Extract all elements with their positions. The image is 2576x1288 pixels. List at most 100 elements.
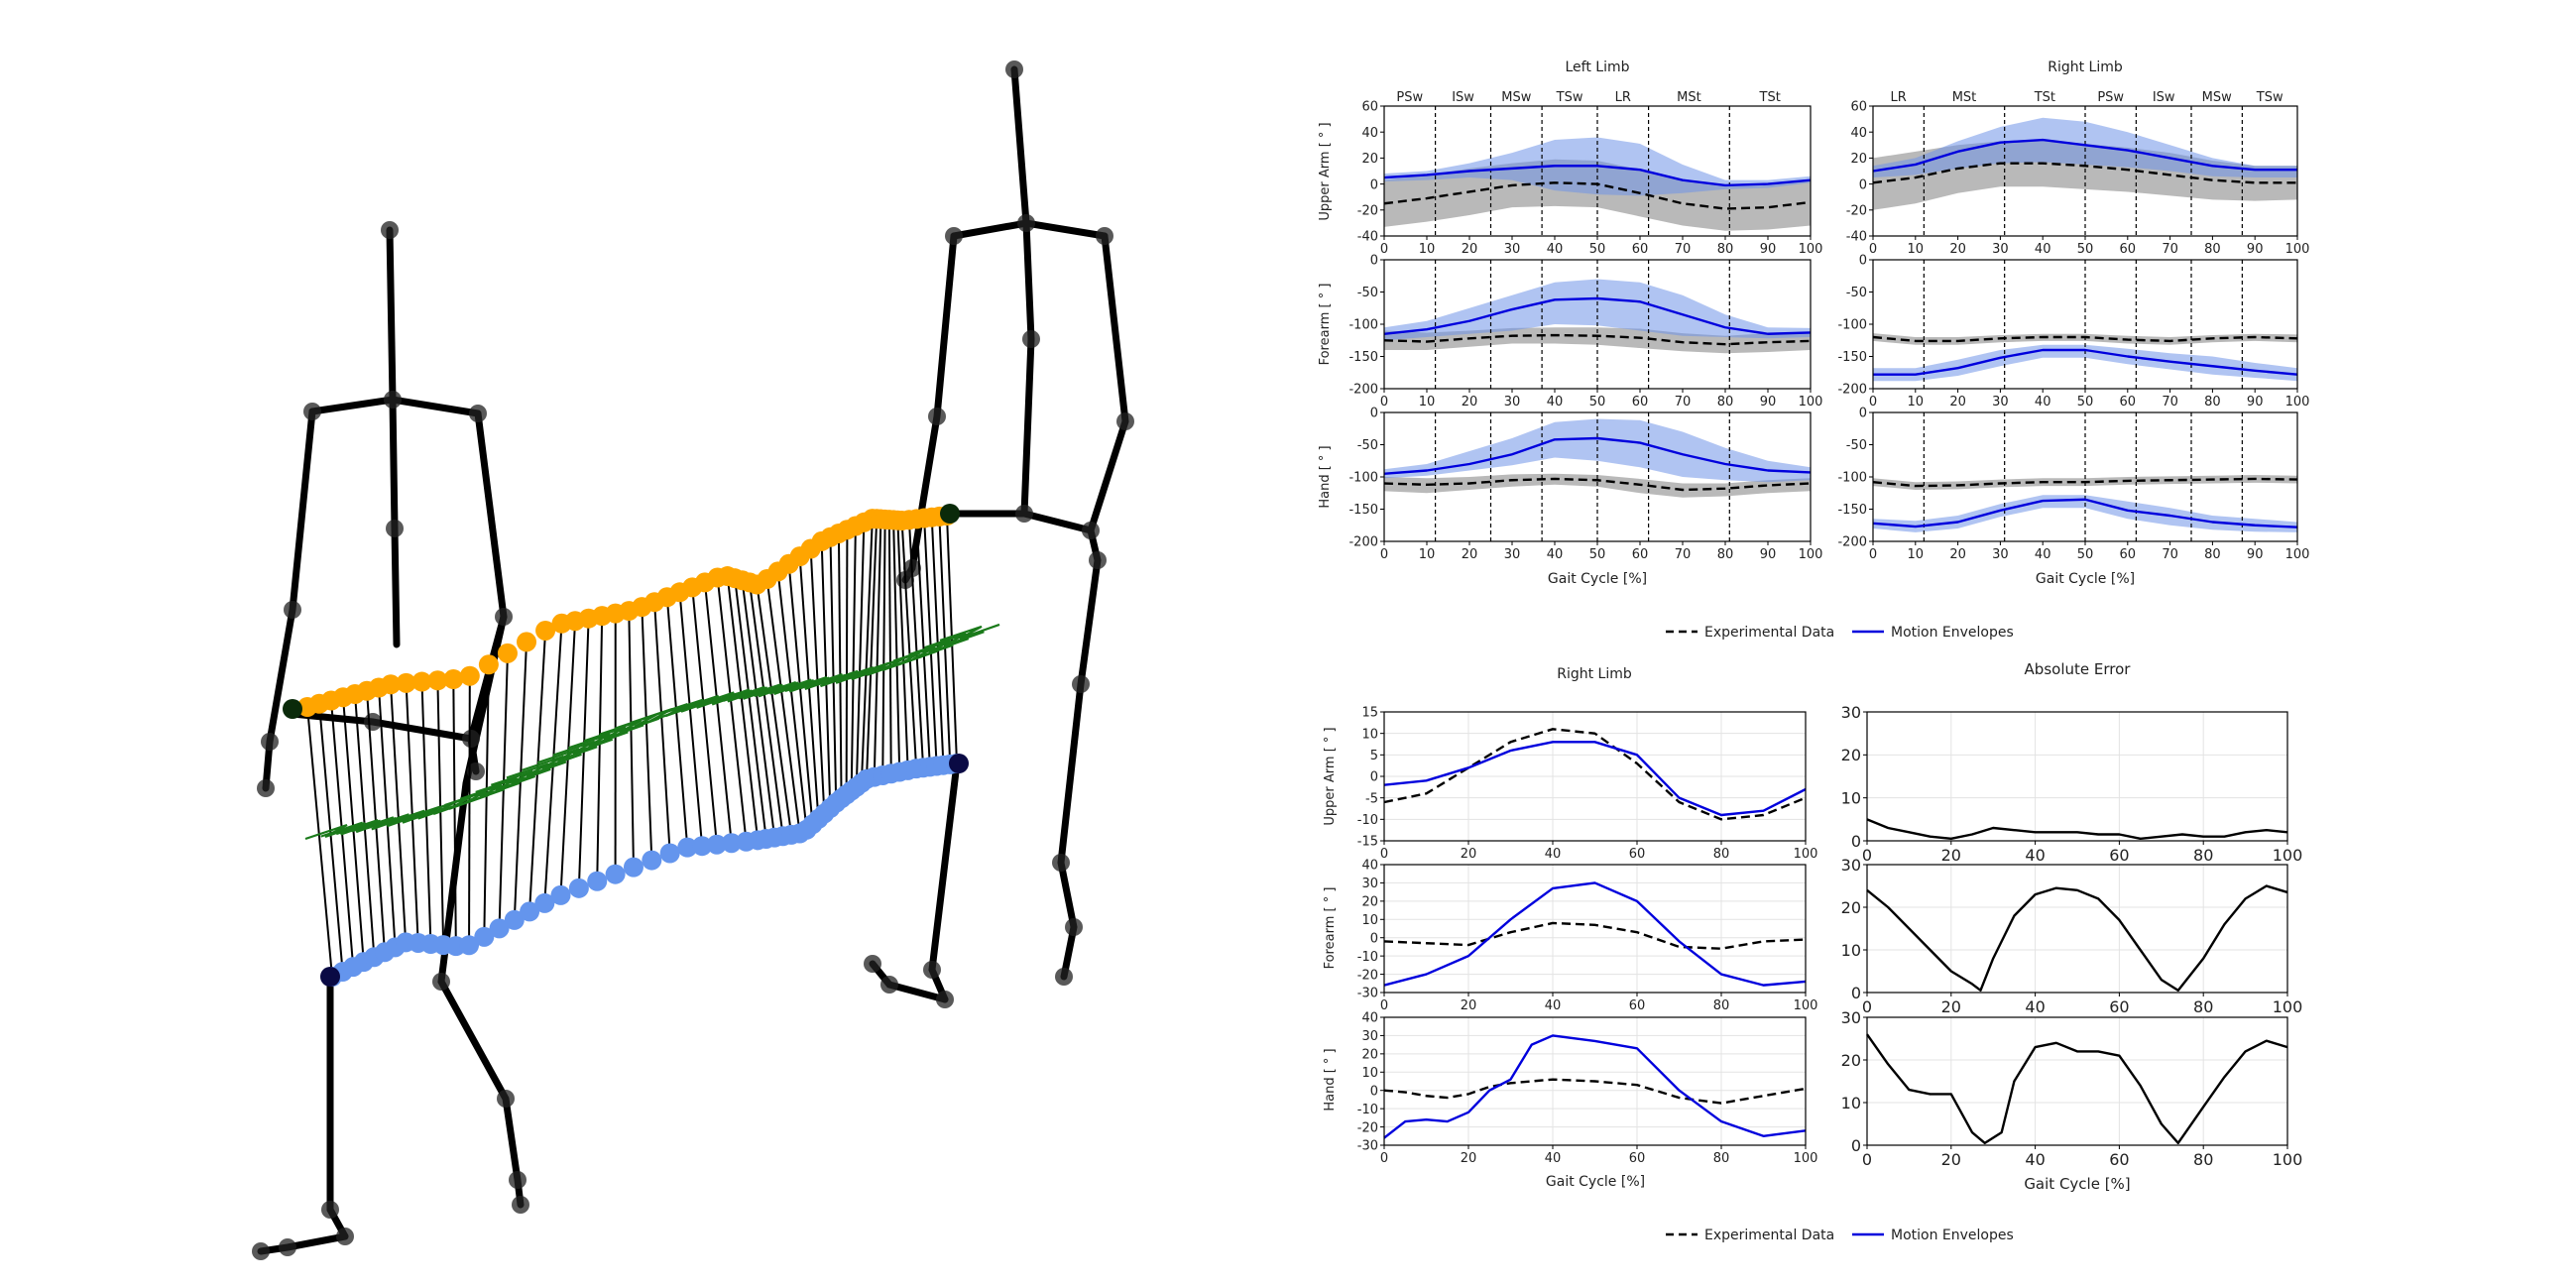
connector-line (405, 682, 419, 944)
x-tick-label: 70 (1675, 547, 1692, 562)
top-gait-panel: Left Limb Right Limb 0 10 20 30 40 50 60 70 80 90… (1318, 59, 2309, 641)
x-tick-label: 70 (2162, 395, 2178, 410)
x-tick-label: 0 (1380, 395, 1388, 410)
lower-marker (623, 857, 644, 878)
surface-segment (506, 761, 567, 779)
connector-line (741, 580, 776, 838)
error-plot-row2: 0 20 40 60 80 100 0 10 20 30 (1841, 1008, 2303, 1169)
envelope-line (1383, 1034, 1807, 1139)
skeleton-joint (864, 955, 881, 973)
legend-experimental-label: Experimental Data (1704, 625, 1834, 641)
connector-line (865, 519, 878, 779)
experimental-line (1383, 921, 1807, 950)
x-tick-label: 60 (1632, 547, 1649, 562)
y-tick-label: -20 (1357, 1120, 1378, 1135)
error-plot-row0: 0 20 40 60 80 100 0 10 20 30 (1841, 703, 2303, 865)
y-tick-label: -100 (1837, 471, 1867, 486)
connector-line (900, 520, 918, 769)
x-tick-label: 20 (1462, 242, 1478, 257)
skeleton-joint (936, 991, 954, 1008)
y-tick-label: 0 (1851, 832, 1861, 851)
x-tick-label: 80 (1717, 547, 1734, 562)
connector-line (829, 536, 838, 803)
bottom-left-plot-row1: 0 20 40 60 80 100 -30 -20 -10 0 10 20 30 40 (1357, 859, 1818, 1013)
envelope-line (1383, 436, 1812, 475)
skeleton-joint (386, 520, 404, 537)
y-tick-label: 10 (1361, 1066, 1378, 1081)
top-plot-left-row1: 0 10 20 30 40 50 60 70 80 90 100 -200 -150 -100 -50 0 (1348, 254, 1822, 410)
error-line (1866, 884, 2288, 993)
connector-line (765, 578, 801, 834)
y-tick-label: 0 (1370, 931, 1378, 946)
y-tick-label: 0 (1370, 177, 1378, 192)
x-tick-label: 100 (1794, 847, 1818, 862)
upper-marker (396, 672, 416, 693)
x-tick-label: 50 (1589, 547, 1606, 562)
top-plot-right-row2: 0 10 20 30 40 50 60 70 80 90 100 -200 -150 -100 -50 0 (1837, 407, 2309, 562)
connector-line (873, 519, 882, 777)
connector-line (653, 602, 671, 854)
x-tick-label: 60 (2120, 242, 2137, 257)
surface-segment (552, 738, 614, 757)
top-left-title: Left Limb (1565, 59, 1629, 75)
phase-label: TSw (1556, 90, 1583, 105)
connector-line (665, 597, 689, 848)
skeleton-joint (512, 1196, 529, 1214)
x-tick-label: 0 (1869, 547, 1877, 562)
envelope-line (1873, 348, 2298, 376)
x-tick-label: 40 (1547, 547, 1564, 562)
top-plot-left-row0: 0 10 20 30 40 50 60 70 80 90 100 -40 -20 0 20 40 60 PSw IS… (1357, 90, 1823, 257)
envelope-line (1383, 881, 1807, 987)
right-upper-endpoint (940, 504, 960, 524)
left-skeleton-figure (257, 226, 525, 1255)
y-tick-label: 0 (1370, 1084, 1378, 1099)
connector-line (892, 520, 901, 772)
x-tick-label: 20 (1941, 1150, 1961, 1169)
lower-marker (459, 935, 480, 956)
lower-marker (568, 878, 589, 898)
x-tick-label: 90 (2247, 547, 2264, 562)
y-tick-label: 20 (1361, 895, 1378, 910)
phase-label: TSw (2256, 90, 2283, 105)
bottom-hand-ylabel: Hand [ ° ] (1323, 1048, 1338, 1111)
lower-marker (659, 843, 680, 864)
upper-marker (535, 620, 556, 641)
x-tick-label: 100 (2273, 997, 2303, 1016)
upper-marker (497, 643, 518, 663)
connector-line (716, 577, 748, 842)
connector-line (930, 517, 945, 765)
upper-trajectory-markers (297, 506, 957, 717)
y-tick-label: 40 (1850, 126, 1867, 141)
x-tick-label: 20 (1461, 847, 1477, 862)
x-tick-label: 40 (2035, 242, 2051, 257)
x-tick-label: 70 (2162, 242, 2178, 257)
y-tick-label: -40 (1846, 230, 1867, 245)
lower-marker (504, 909, 525, 930)
skeleton-joint (336, 1228, 354, 1245)
y-tick-label: -200 (1348, 535, 1378, 550)
y-tick-label: 10 (1361, 913, 1378, 928)
y-tick-label: -10 (1357, 813, 1378, 828)
y-tick-label: -10 (1357, 1103, 1378, 1117)
connector-line (776, 571, 808, 830)
lower-marker (642, 850, 662, 871)
x-tick-label: 90 (2247, 395, 2264, 410)
x-tick-label: 80 (2204, 547, 2221, 562)
y-tick-label: 5 (1370, 749, 1378, 763)
connector-line (820, 540, 832, 809)
x-tick-label: 0 (1380, 847, 1388, 862)
connector-line (887, 520, 892, 774)
x-tick-label: 20 (1462, 395, 1478, 410)
y-tick-label: -200 (1837, 383, 1867, 398)
y-tick-label: -50 (1846, 286, 1867, 300)
lower-marker (706, 834, 727, 855)
surface-segment (568, 731, 629, 750)
y-tick-label: -20 (1357, 203, 1378, 218)
skeleton-joint (321, 1201, 339, 1219)
x-tick-label: 30 (1992, 395, 2009, 410)
connector-line (452, 679, 457, 947)
error-line (1866, 1033, 2288, 1145)
y-tick-label: 30 (1841, 703, 1861, 722)
y-tick-label: 0 (1859, 407, 1867, 421)
connector-line (896, 520, 909, 770)
